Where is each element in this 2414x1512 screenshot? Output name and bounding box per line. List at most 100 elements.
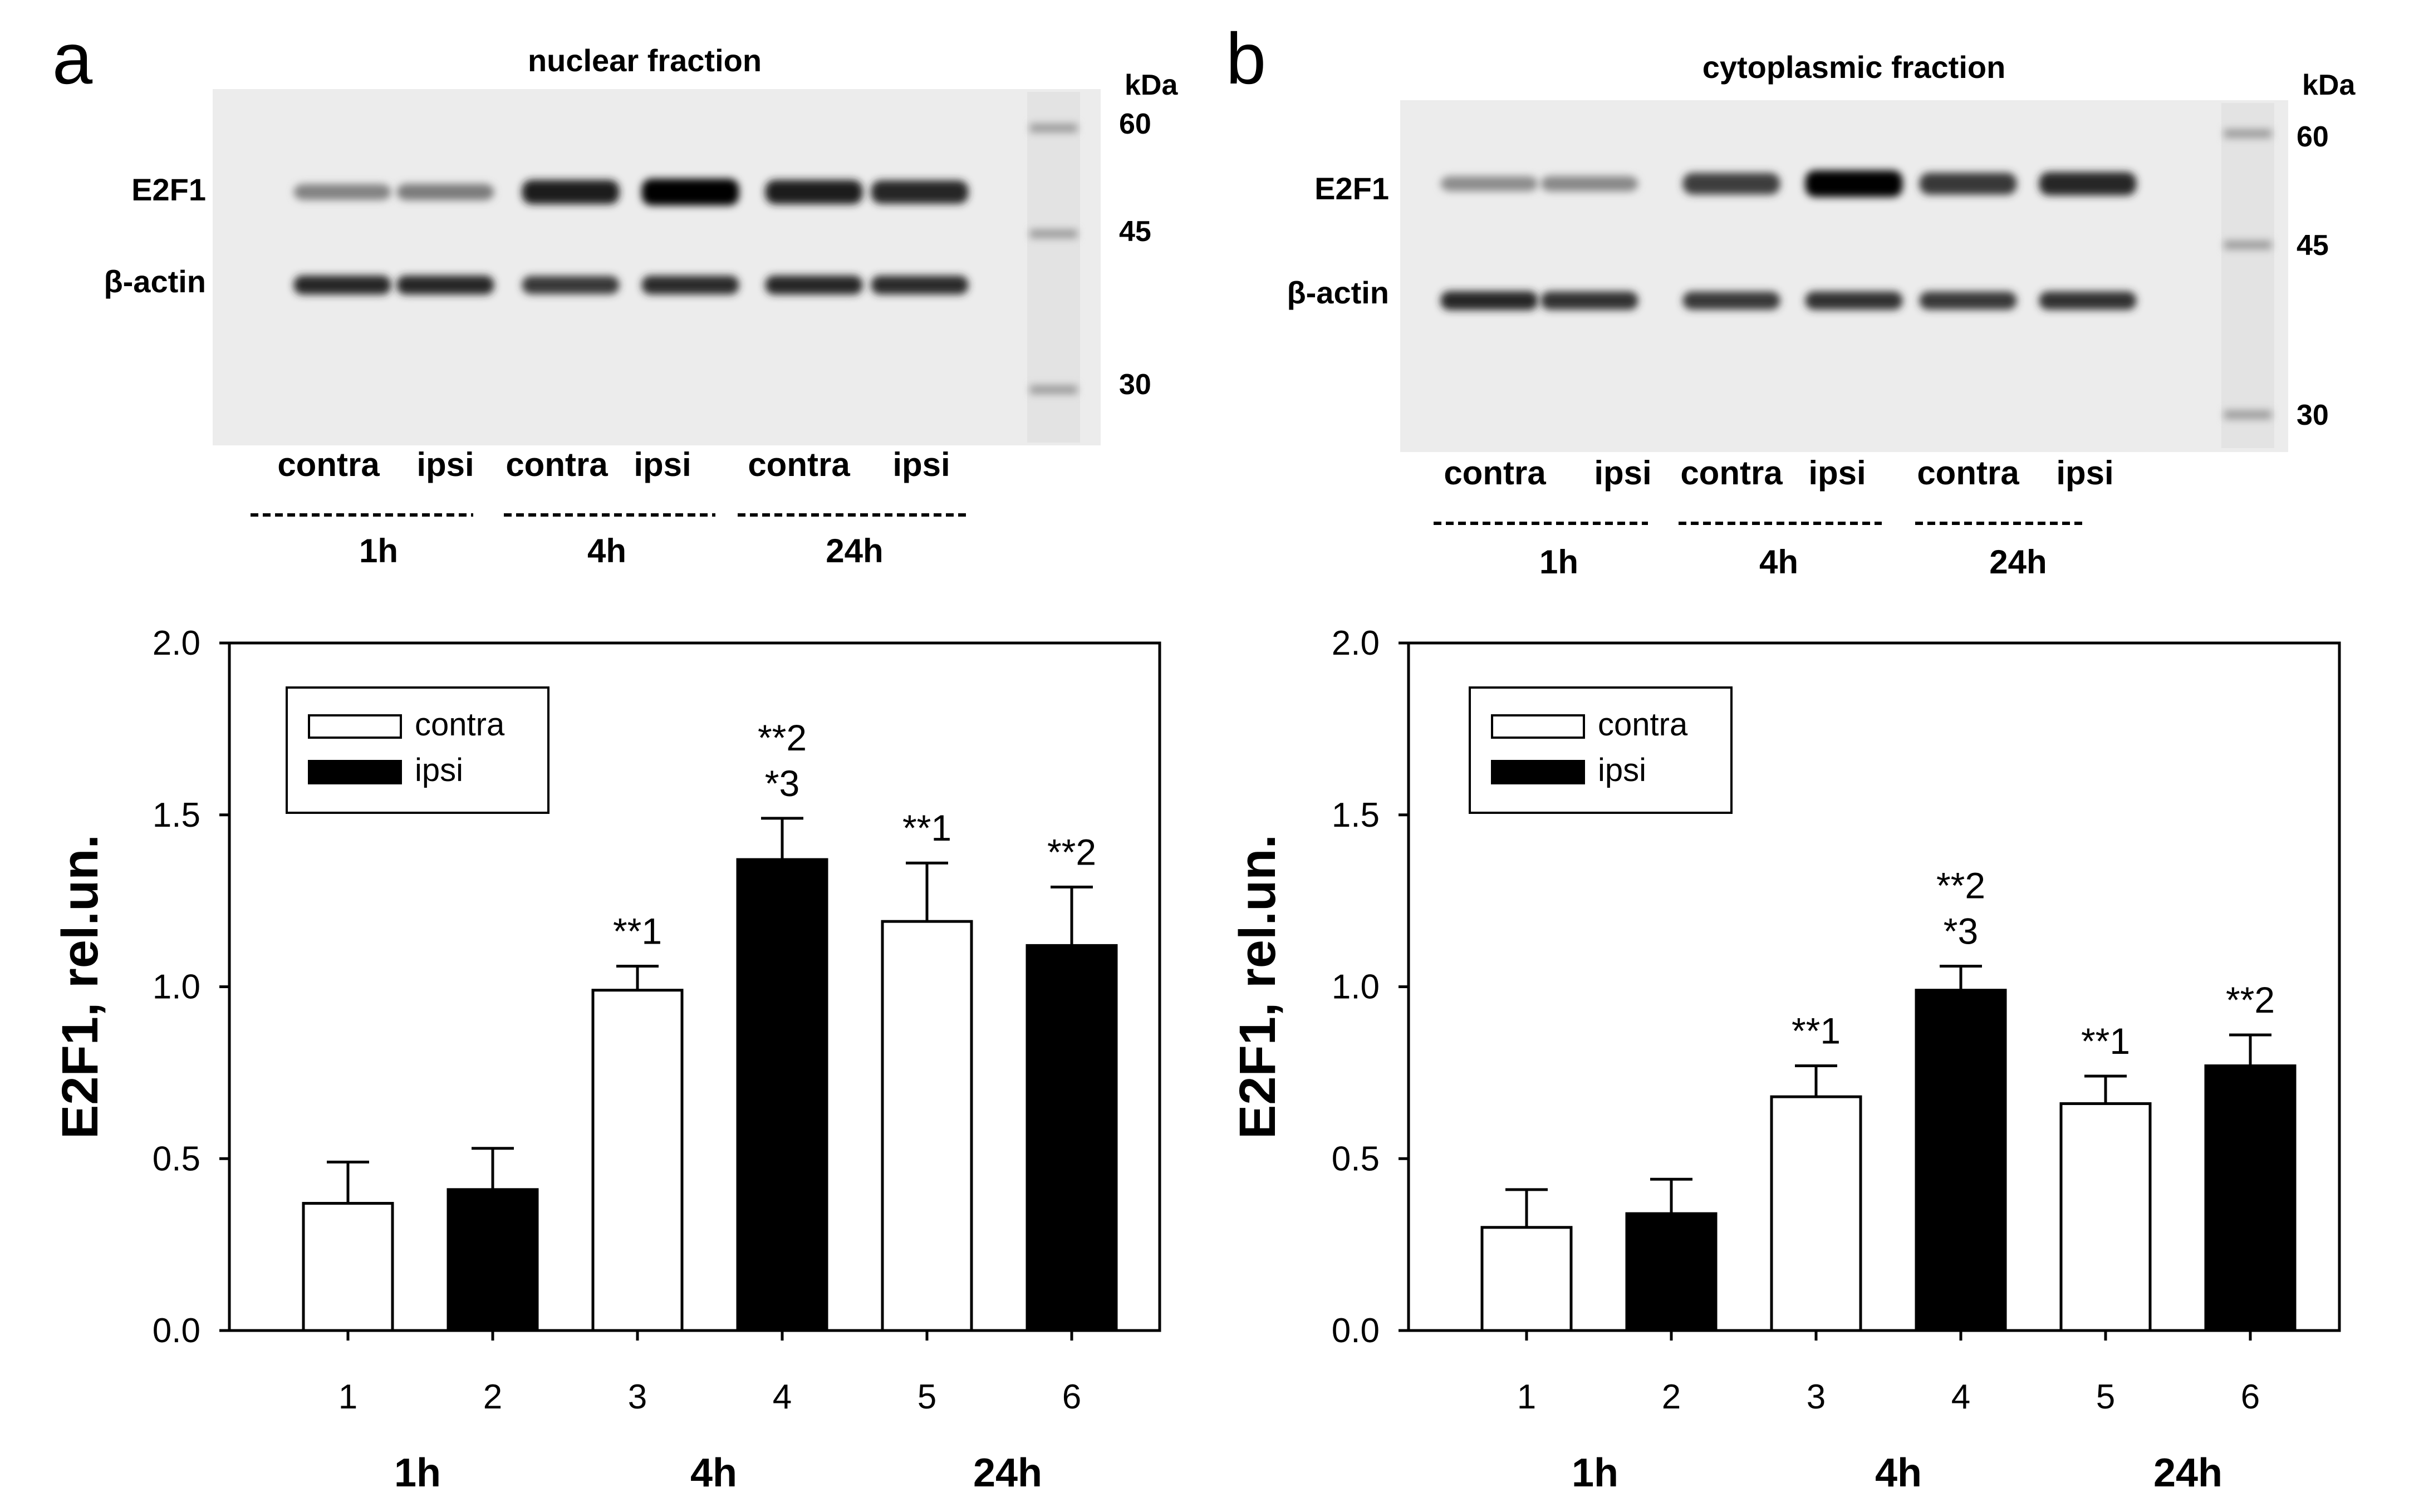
actin-band <box>2039 291 2137 310</box>
actin-band <box>1919 291 2017 310</box>
lane-label: contra <box>1680 454 1783 492</box>
panel-letter: b <box>1226 18 1266 99</box>
x-tick-label: 3 <box>1807 1378 1826 1416</box>
ladder-lane <box>1027 92 1080 443</box>
actin-band <box>641 276 739 294</box>
blot-time-label: 1h <box>1539 543 1578 581</box>
x-tick-label: 5 <box>2096 1378 2115 1416</box>
y-tick-label: 2.0 <box>153 624 200 662</box>
y-tick-label: 2.0 <box>1332 624 1380 662</box>
legend-swatch <box>1491 714 1585 739</box>
lane-label: ipsi <box>416 446 474 483</box>
bar-ipsi <box>1026 944 1118 1332</box>
y-tick-label: 0.0 <box>1332 1312 1380 1350</box>
x-tick-label: 6 <box>1062 1378 1081 1416</box>
e2f1-band <box>2039 172 2137 195</box>
actin-band <box>765 276 863 294</box>
ladder-lane <box>2221 103 2274 448</box>
significance-label: **2 <box>2226 979 2275 1020</box>
x-group-label: 1h <box>1572 1451 1618 1495</box>
bar-ipsi <box>2204 1064 2297 1332</box>
e2f1-band <box>1440 176 1538 192</box>
legend-label: ipsi <box>1598 752 1646 788</box>
ladder-band <box>2224 240 2271 249</box>
y-tick-label: 0.0 <box>153 1312 200 1350</box>
actin-band <box>871 276 969 294</box>
significance-label: *3 <box>1944 910 1978 951</box>
kda-marker-label: 45 <box>1119 215 1151 248</box>
bar-ipsi <box>736 858 828 1332</box>
x-tick-label: 2 <box>1662 1378 1681 1416</box>
x-group-label: 4h <box>690 1451 737 1495</box>
x-group-label: 4h <box>1875 1451 1922 1495</box>
actin-band <box>396 276 494 294</box>
actin-band <box>293 276 391 294</box>
y-tick-label: 1.5 <box>1332 796 1380 834</box>
blot-title: cytoplasmic fraction <box>1702 50 2006 85</box>
kda-marker-label: 30 <box>2297 399 2329 431</box>
x-group-label: 1h <box>394 1451 441 1495</box>
lane-label: ipsi <box>892 446 950 483</box>
kda-marker-label: 60 <box>2297 121 2329 153</box>
legend-swatch <box>308 714 402 739</box>
x-tick-label: 6 <box>2241 1378 2260 1416</box>
protein-label-e2f1: E2F1 <box>1314 171 1389 206</box>
x-tick-label: 4 <box>1951 1378 1970 1416</box>
bar-contra <box>591 989 684 1332</box>
protein-label-e2f1: E2F1 <box>131 172 206 207</box>
legend-box <box>286 686 549 814</box>
blot-time-label: 24h <box>826 532 883 570</box>
kda-unit: kDa <box>1125 69 1178 101</box>
kda-marker-label: 45 <box>2297 229 2329 262</box>
e2f1-band <box>1919 173 2017 195</box>
bar-contra <box>2059 1102 2152 1332</box>
significance-label: **2 <box>1047 831 1096 872</box>
y-tick-label: 1.5 <box>153 796 200 834</box>
blot-membrane <box>1400 100 2288 452</box>
e2f1-band <box>1805 170 1903 197</box>
lane-label: contra <box>748 446 850 483</box>
bar-ipsi <box>1625 1212 1718 1332</box>
bar-contra <box>302 1202 394 1332</box>
x-tick-label: 2 <box>483 1378 502 1416</box>
blot-title: nuclear fraction <box>528 43 762 78</box>
x-tick-label: 1 <box>1517 1378 1536 1416</box>
e2f1-band <box>871 180 969 204</box>
actin-band <box>1682 291 1780 310</box>
lane-label: contra <box>1917 454 2019 492</box>
actin-band <box>1540 291 1638 310</box>
x-tick-label: 3 <box>628 1378 647 1416</box>
panel-letter: a <box>52 18 93 99</box>
actin-band <box>1440 291 1538 310</box>
x-group-label: 24h <box>2153 1451 2222 1495</box>
kda-unit: kDa <box>2302 69 2356 101</box>
bar-contra <box>1770 1095 1862 1332</box>
y-tick-label: 1.0 <box>1332 968 1380 1007</box>
e2f1-band <box>1540 176 1638 192</box>
lane-label: ipsi <box>1594 454 1651 492</box>
protein-label-actin: β-actin <box>1287 275 1389 310</box>
e2f1-band <box>522 180 620 204</box>
blot-time-label: 24h <box>1989 543 2047 581</box>
actin-band <box>1805 291 1903 310</box>
kda-marker-label: 30 <box>1119 369 1151 401</box>
e2f1-band <box>1682 173 1780 195</box>
e2f1-band <box>396 184 494 200</box>
y-tick-label: 0.5 <box>153 1140 200 1178</box>
lane-label: contra <box>506 446 608 483</box>
blot-time-label: 4h <box>587 532 626 570</box>
kda-marker-label: 60 <box>1119 108 1151 140</box>
x-tick-label: 1 <box>338 1378 357 1416</box>
legend-label: ipsi <box>415 752 463 788</box>
legend-box <box>1469 686 1733 814</box>
legend-swatch <box>1491 760 1585 784</box>
ladder-band <box>1030 385 1077 394</box>
significance-label: **2 <box>1936 865 1985 906</box>
blot-membrane <box>213 89 1101 445</box>
bar-ipsi <box>447 1188 539 1332</box>
ladder-band <box>1030 229 1077 238</box>
legend-label: contra <box>415 706 505 743</box>
lane-label: ipsi <box>1808 454 1866 492</box>
significance-label: **1 <box>613 910 662 951</box>
ladder-band <box>1030 124 1077 132</box>
